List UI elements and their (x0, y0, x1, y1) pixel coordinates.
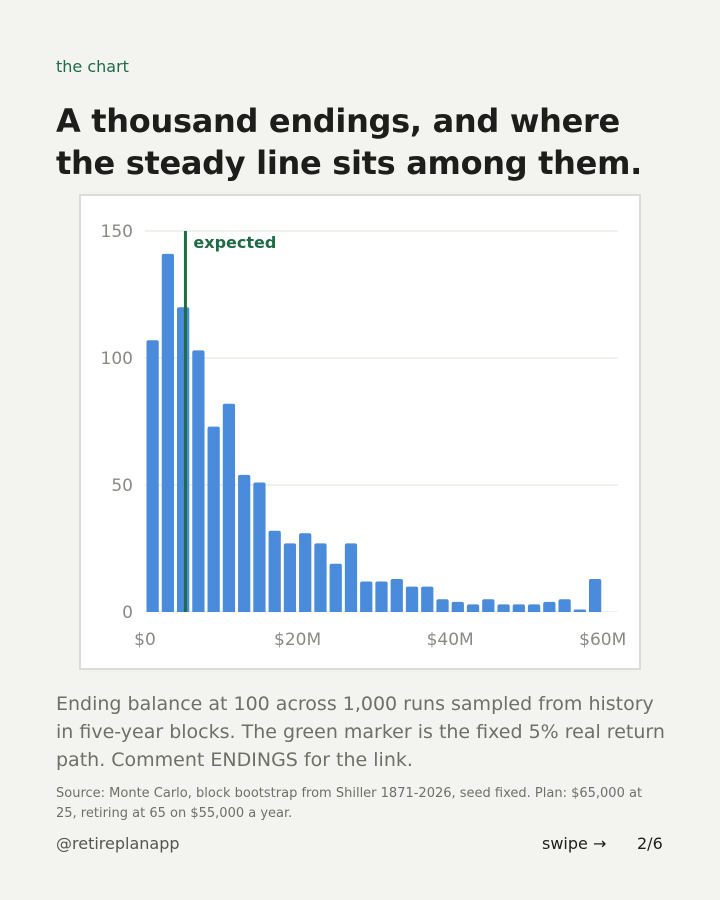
histogram-bar (238, 474, 251, 614)
histogram-chart: expected 0 50 100 150 $0 $20M $40M $60M (101, 222, 627, 650)
histogram-bar (451, 601, 464, 614)
histogram-bar (207, 426, 220, 614)
x-tick-label: $60M (579, 630, 626, 650)
histogram-bar (512, 604, 525, 614)
histogram-bar (543, 601, 556, 614)
histogram-bar (177, 307, 190, 614)
histogram-bar (329, 563, 342, 614)
expected-marker: expected (183, 231, 276, 612)
x-tick-labels: $0 $20M $40M $60M (134, 630, 626, 650)
chart-card: expected 0 50 100 150 $0 $20M $40M $60M (79, 194, 641, 670)
histogram-bar (558, 599, 571, 614)
histogram-bar (299, 533, 312, 614)
histogram-bar (314, 543, 327, 614)
histogram-bar (161, 253, 175, 615)
y-tick-labels: 0 50 100 150 (101, 222, 133, 623)
bars (143, 253, 620, 615)
histogram-bar (344, 543, 358, 614)
histogram-bar (390, 578, 403, 614)
histogram-bar (436, 599, 449, 614)
x-tick-label: $0 (134, 630, 156, 650)
histogram-bar (466, 604, 480, 614)
histogram-bar (527, 604, 541, 614)
y-tick-label-150: 150 (101, 222, 133, 242)
histogram-bar (268, 530, 281, 614)
histogram-bar (283, 543, 297, 614)
histogram-bar (146, 340, 159, 614)
histogram-bar (222, 403, 236, 614)
histogram-bar (375, 581, 388, 614)
page-indicator: 2/6 (637, 834, 663, 853)
y-tick-label-100: 100 (101, 349, 133, 369)
histogram-bar (405, 586, 419, 614)
swipe-hint[interactable]: swipe → (542, 834, 607, 853)
expected-marker-label: expected (193, 233, 276, 252)
x-tick-label: $40M (427, 630, 474, 650)
histogram-bar (253, 482, 266, 614)
histogram-bar (192, 350, 205, 614)
account-handle[interactable]: @retireplanapp (56, 834, 180, 853)
histogram-bar (360, 581, 373, 614)
histogram-bar (497, 604, 510, 614)
caption: Ending balance at 100 across 1,000 runs … (56, 693, 665, 771)
histogram-bar (482, 599, 495, 614)
kicker: the chart (56, 57, 129, 76)
histogram-bar (421, 586, 434, 614)
y-tick-label-50: 50 (111, 476, 133, 496)
x-tick-label: $20M (274, 630, 321, 650)
source-note: Source: Monte Carlo, block bootstrap fro… (56, 786, 643, 821)
baseline-cover (143, 612, 620, 615)
headline: A thousand endings, and where the steady… (56, 102, 642, 182)
histogram-bar (588, 578, 602, 614)
y-tick-label-0: 0 (122, 603, 133, 623)
